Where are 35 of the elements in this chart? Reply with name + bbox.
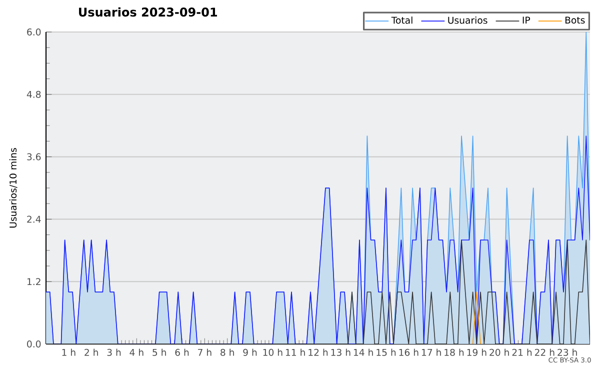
x-tick-label: 15 h bbox=[376, 348, 396, 356]
y-tick-label: 1.2 bbox=[27, 278, 40, 286]
x-tick-label: 21 h bbox=[512, 348, 532, 356]
x-tick-label: 12 h bbox=[308, 348, 328, 356]
y-axis-title: Usuarios/10 mins bbox=[9, 148, 18, 228]
x-tick-label: 20 h bbox=[490, 348, 509, 356]
x-tick-label: 4 h bbox=[130, 348, 144, 356]
x-tick-label: 22 h bbox=[534, 348, 554, 356]
x-tick-label: 11 h bbox=[286, 348, 305, 356]
x-tick-label: 5 h bbox=[152, 348, 166, 356]
y-tick-label: 3.6 bbox=[27, 153, 41, 160]
x-tick-label: 9 h bbox=[243, 348, 257, 356]
legend-label: Total bbox=[391, 16, 412, 24]
legend-label: Usuarios bbox=[448, 16, 488, 24]
y-tick-label: 6.0 bbox=[27, 28, 41, 36]
x-tick-label: 14 h bbox=[354, 348, 373, 356]
x-tick-label: 8 h bbox=[220, 348, 234, 356]
y-tick-label: 2.4 bbox=[27, 216, 41, 223]
x-tick-label: 3 h bbox=[107, 348, 121, 356]
x-tick-label: 2 h bbox=[84, 348, 98, 356]
x-tick-label: 23 h bbox=[558, 348, 577, 356]
x-tick-label: 17 h bbox=[422, 348, 441, 356]
x-tick-label: 13 h bbox=[331, 348, 350, 356]
x-tick-label: 16 h bbox=[399, 348, 418, 356]
x-tick-label: 10 h bbox=[263, 348, 282, 356]
legend-label: IP bbox=[522, 16, 530, 24]
x-tick-label: 7 h bbox=[198, 348, 212, 356]
legend-label: Bots bbox=[565, 16, 585, 24]
x-tick-label: 18 h bbox=[444, 348, 464, 356]
x-tick-label: 6 h bbox=[175, 348, 189, 356]
y-tick-label: 0.0 bbox=[27, 340, 41, 348]
x-tick-label: 1 h bbox=[62, 348, 76, 356]
y-tick-label: 4.8 bbox=[26, 90, 41, 98]
chart-title: Usuarios 2023-09-01 bbox=[79, 7, 217, 17]
x-tick-label: 19 h bbox=[467, 348, 486, 356]
